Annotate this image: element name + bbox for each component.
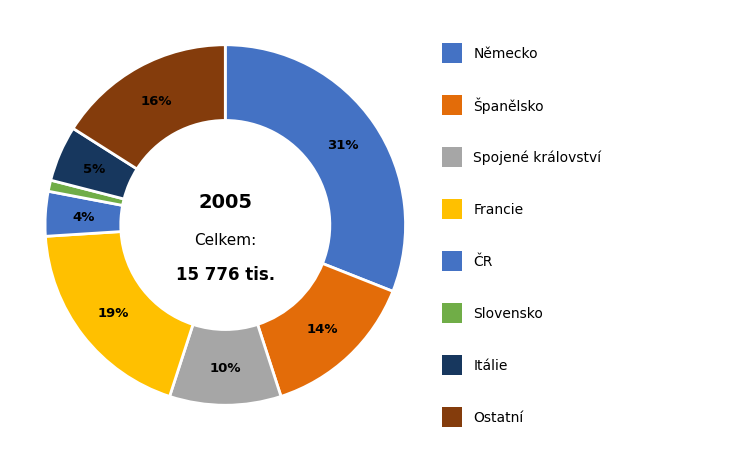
Text: 14%: 14%	[307, 322, 339, 336]
FancyBboxPatch shape	[442, 407, 463, 427]
Text: 10%: 10%	[210, 361, 241, 374]
Text: Francie: Francie	[473, 203, 523, 216]
FancyBboxPatch shape	[442, 355, 463, 375]
Text: ČR: ČR	[473, 255, 493, 268]
Wedge shape	[225, 46, 406, 292]
Text: Ostatní: Ostatní	[473, 410, 523, 424]
FancyBboxPatch shape	[442, 303, 463, 323]
Text: Slovensko: Slovensko	[473, 307, 543, 320]
Wedge shape	[45, 192, 122, 237]
Text: 2005: 2005	[198, 193, 252, 212]
Text: Německo: Německo	[473, 47, 538, 61]
Wedge shape	[51, 129, 137, 199]
Text: Španělsko: Španělsko	[473, 98, 544, 114]
Text: Celkem:: Celkem:	[195, 232, 256, 247]
Wedge shape	[258, 264, 393, 396]
Wedge shape	[45, 232, 193, 396]
Text: 16%: 16%	[141, 95, 173, 107]
FancyBboxPatch shape	[442, 251, 463, 272]
Text: 5%: 5%	[83, 163, 106, 175]
Text: Spojené království: Spojené království	[473, 151, 602, 165]
Text: 4%: 4%	[72, 210, 95, 223]
Text: 15 776 tis.: 15 776 tis.	[176, 265, 275, 283]
Text: 31%: 31%	[327, 139, 359, 152]
FancyBboxPatch shape	[442, 147, 463, 168]
Wedge shape	[48, 181, 124, 206]
FancyBboxPatch shape	[442, 199, 463, 220]
Text: Itálie: Itálie	[473, 359, 508, 372]
Wedge shape	[170, 325, 281, 405]
FancyBboxPatch shape	[442, 96, 463, 116]
Text: 19%: 19%	[97, 306, 128, 319]
FancyBboxPatch shape	[442, 44, 463, 64]
Wedge shape	[73, 46, 225, 170]
